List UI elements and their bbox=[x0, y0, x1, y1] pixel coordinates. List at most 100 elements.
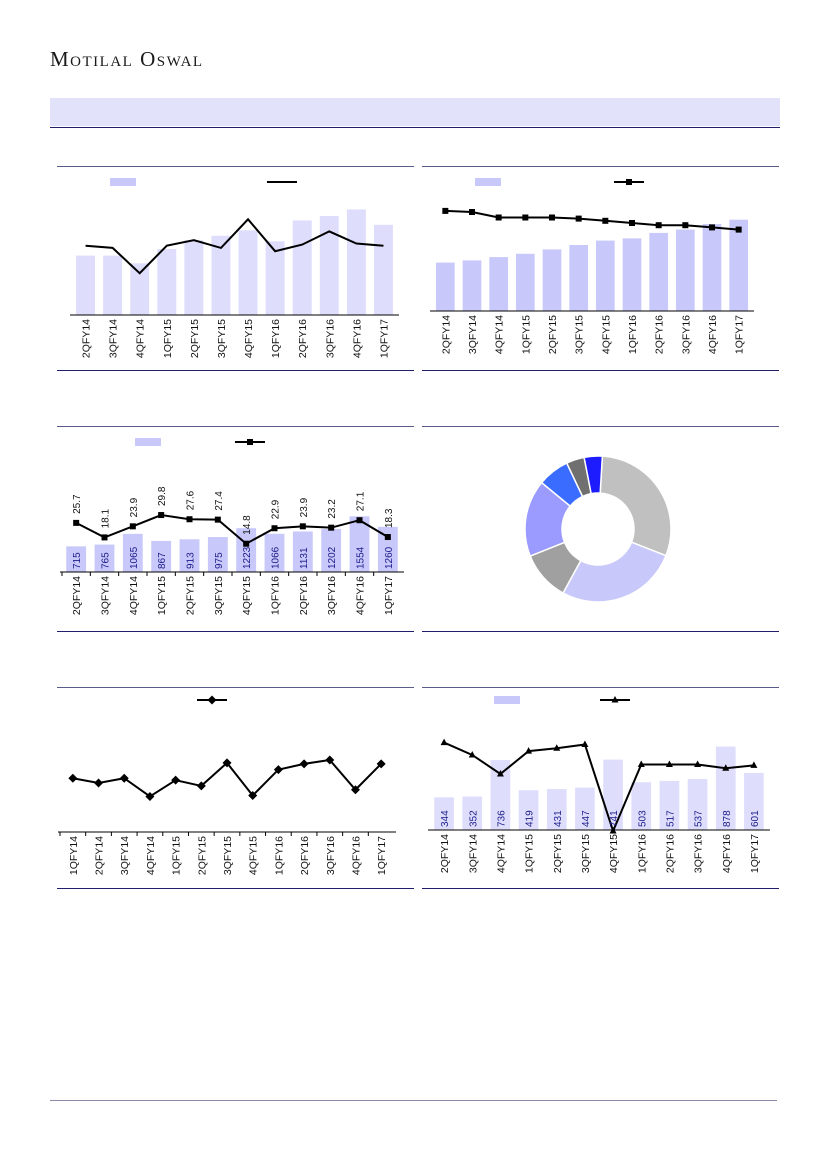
line-value-label: 18.1 bbox=[101, 509, 112, 529]
x-tick-label: 4QFY14 bbox=[494, 315, 506, 354]
line-marker bbox=[637, 760, 645, 767]
line-value-label: 27.1 bbox=[356, 491, 367, 511]
panel-top-rule bbox=[57, 426, 414, 427]
line-marker bbox=[186, 516, 193, 523]
bar-value-label: 601 bbox=[750, 810, 761, 827]
bar bbox=[151, 540, 172, 572]
x-tick-label: 1QFY17 bbox=[378, 319, 390, 358]
line-marker bbox=[101, 534, 108, 541]
bar bbox=[238, 230, 258, 315]
x-tick-label: 4QFY15 bbox=[241, 576, 253, 615]
x-tick-label: 4QFY15 bbox=[608, 834, 620, 873]
bar bbox=[462, 260, 482, 311]
panel-top-rule bbox=[57, 687, 414, 688]
line-marker bbox=[94, 778, 104, 788]
x-tick-label: 1QFY15 bbox=[520, 315, 532, 354]
line-marker bbox=[248, 791, 258, 801]
x-tick-label: 1QFY16 bbox=[636, 834, 648, 873]
bar bbox=[346, 209, 366, 315]
bar-value-label: 741 bbox=[609, 810, 620, 827]
x-tick-label: 2QFY16 bbox=[297, 319, 309, 358]
line-marker bbox=[553, 744, 561, 751]
x-tick-label: 2QFY16 bbox=[654, 315, 666, 354]
line-value-label: 18.3 bbox=[384, 508, 395, 528]
bar bbox=[373, 224, 393, 315]
company-logo: Motilal Oswal bbox=[50, 47, 204, 71]
line-marker bbox=[73, 519, 80, 526]
series-line bbox=[75, 514, 389, 545]
x-tick-label: 1QFY17 bbox=[383, 576, 395, 615]
x-tick-label: 2QFY15 bbox=[196, 836, 208, 875]
bar-value-label: 867 bbox=[157, 552, 168, 569]
x-tick-label: 2QFY16 bbox=[298, 576, 310, 615]
section-header-band bbox=[50, 98, 780, 126]
line-value-label: 29.8 bbox=[157, 486, 168, 506]
legend-bar-swatch bbox=[110, 178, 136, 186]
bar-value-label: 1065 bbox=[129, 546, 140, 569]
x-tick-label: 1QFY17 bbox=[734, 315, 746, 354]
legend-marker bbox=[207, 695, 217, 705]
line-value-label: 22.9 bbox=[271, 499, 282, 519]
series-line bbox=[445, 209, 739, 231]
line-marker bbox=[440, 738, 448, 746]
x-tick-label: 3QFY16 bbox=[326, 576, 338, 615]
bar bbox=[349, 516, 370, 572]
x-tick-label: 1QFY15 bbox=[162, 319, 174, 358]
series-line bbox=[85, 217, 384, 275]
bar bbox=[516, 253, 535, 311]
bar bbox=[649, 232, 668, 311]
x-tick-label: 1QFY15 bbox=[171, 836, 183, 875]
x-tick-label: 2QFY15 bbox=[189, 319, 201, 358]
series-line bbox=[443, 741, 755, 834]
line-marker bbox=[735, 226, 742, 233]
chart-panel-6: 2QFY14 3QFY14 4QFY14 1QFY15 2QFY15 3QFY15 4QFY… bbox=[422, 687, 779, 889]
line-marker bbox=[525, 747, 533, 754]
legend-marker bbox=[247, 439, 253, 445]
x-tick-label: 4QFY16 bbox=[707, 315, 719, 354]
line-marker bbox=[468, 750, 476, 758]
bar-value-label: 1223 bbox=[242, 546, 253, 569]
x-tick-label: 3QFY16 bbox=[325, 836, 337, 875]
bar-value-label: 447 bbox=[581, 810, 592, 827]
panel-bottom-rule bbox=[57, 888, 414, 889]
bar-value-label: 537 bbox=[694, 810, 705, 827]
chart-c6: 2QFY14 3QFY14 4QFY14 1QFY15 2QFY15 3QFY15 4QFY… bbox=[428, 696, 770, 873]
bar bbox=[596, 240, 615, 311]
bar bbox=[103, 255, 123, 315]
x-tick-label: 1QFY14 bbox=[68, 836, 80, 875]
line-marker bbox=[655, 222, 662, 229]
x-tick-label: 1QFY16 bbox=[627, 315, 639, 354]
chart-panel-4 bbox=[422, 426, 779, 632]
bar bbox=[542, 249, 562, 311]
chart-c4 bbox=[524, 455, 672, 603]
x-tick-label: 4QFY14 bbox=[495, 834, 507, 873]
bar bbox=[575, 787, 595, 830]
line-marker bbox=[68, 773, 78, 783]
bar bbox=[377, 526, 398, 572]
line-marker bbox=[325, 755, 335, 765]
line-marker bbox=[722, 764, 730, 771]
panel-top-rule bbox=[422, 426, 779, 427]
x-tick-label: 2QFY14 bbox=[81, 319, 93, 358]
x-tick-label: 4QFY15 bbox=[600, 315, 612, 354]
line-marker bbox=[602, 217, 609, 224]
line-value-label: 23.2 bbox=[327, 499, 338, 519]
x-tick-label: 3QFY14 bbox=[467, 315, 479, 354]
bar-value-label: 352 bbox=[468, 810, 479, 827]
bar bbox=[66, 546, 87, 572]
bar-value-label: 1260 bbox=[384, 546, 395, 569]
bar bbox=[676, 229, 695, 311]
bar-value-label: 503 bbox=[637, 810, 648, 827]
x-tick-label: 3QFY16 bbox=[680, 315, 692, 354]
legend-bar-swatch bbox=[475, 178, 501, 186]
line-marker bbox=[145, 791, 155, 801]
chart-panel-5: 1QFY14 2QFY14 3QFY14 4QFY14 1QFY15 2QFY15 3QFY… bbox=[57, 687, 414, 889]
x-tick-label: 2QFY15 bbox=[547, 315, 559, 354]
bar bbox=[436, 262, 455, 311]
x-tick-label: 2QFY15 bbox=[552, 834, 564, 873]
bar bbox=[130, 263, 150, 315]
bar bbox=[122, 533, 143, 572]
line-marker bbox=[299, 759, 309, 769]
x-tick-label: 2QFY14 bbox=[440, 315, 452, 354]
line-marker bbox=[299, 523, 306, 530]
